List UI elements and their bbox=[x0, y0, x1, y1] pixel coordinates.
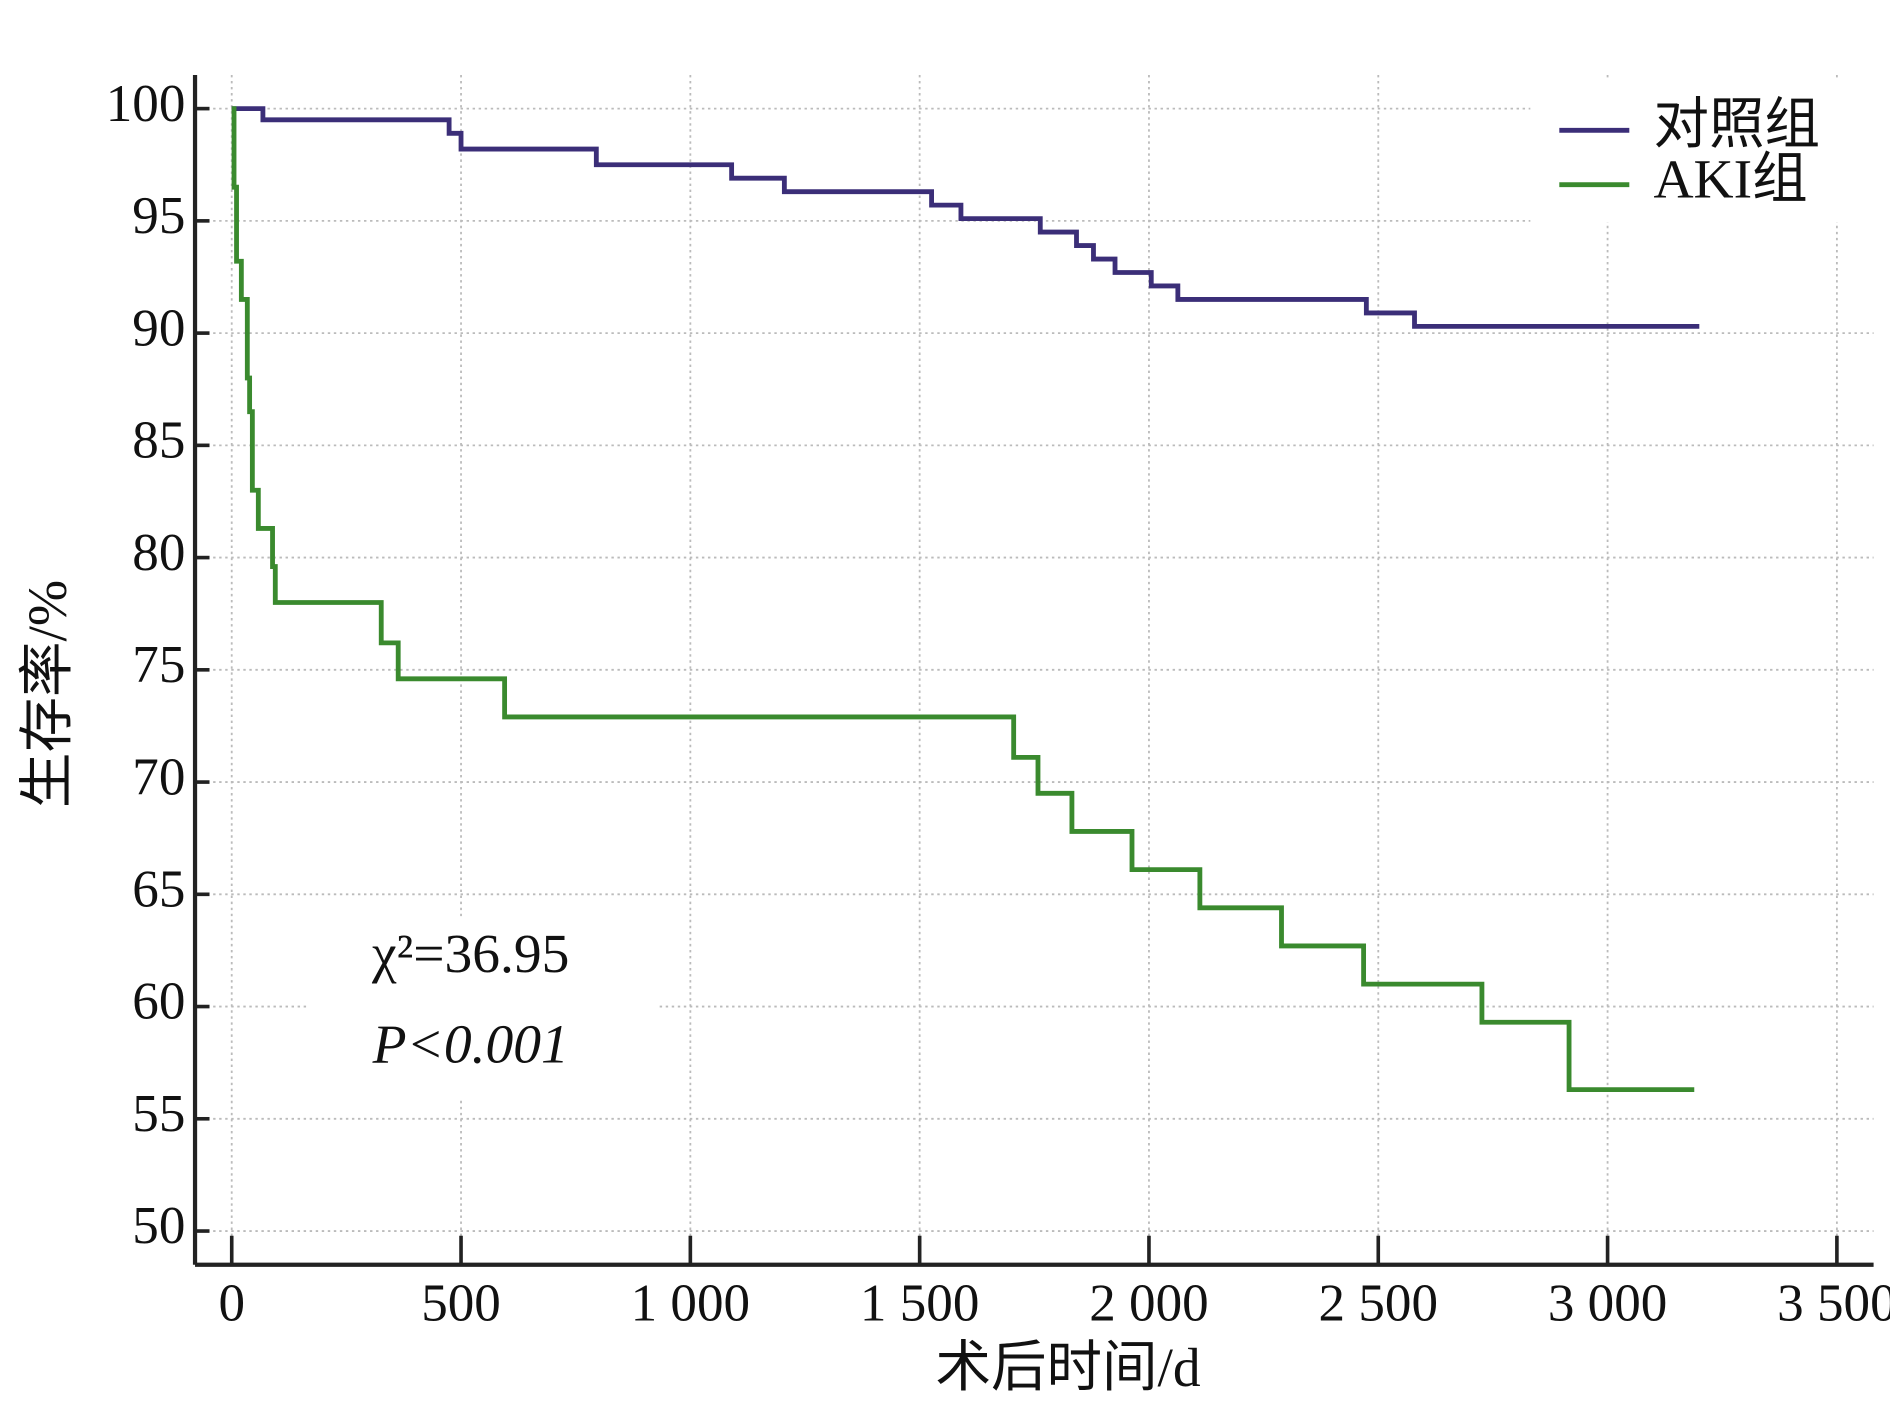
y-tick-label: 50 bbox=[132, 1197, 185, 1255]
y-tick-label: 95 bbox=[132, 187, 185, 245]
y-tick-label: 75 bbox=[132, 636, 185, 694]
x-tick-label: 1 500 bbox=[860, 1274, 979, 1332]
survival-line bbox=[231, 106, 1695, 1093]
annotation: P<0.001 bbox=[372, 1015, 569, 1076]
x-tick-label: 500 bbox=[421, 1274, 501, 1332]
legend-label: AKI组 bbox=[1653, 149, 1807, 210]
x-tick-label: 0 bbox=[218, 1274, 245, 1332]
y-tick-label: 100 bbox=[106, 75, 186, 133]
legend-label: 对照组 bbox=[1653, 95, 1820, 156]
x-tick-label: 3 000 bbox=[1548, 1274, 1667, 1332]
y-tick-label: 60 bbox=[132, 973, 185, 1031]
y-tick-label: 85 bbox=[132, 412, 185, 470]
x-axis-label: 术后时间/d bbox=[936, 1338, 1201, 1399]
legend-background bbox=[1530, 79, 1881, 223]
survival-line bbox=[231, 106, 1700, 329]
x-tick-label: 3 500 bbox=[1777, 1274, 1890, 1332]
x-tick-label: 1 000 bbox=[631, 1274, 750, 1332]
y-tick-label: 55 bbox=[132, 1085, 185, 1143]
grid bbox=[195, 74, 1874, 1265]
x-tick-label: 2 500 bbox=[1319, 1274, 1438, 1332]
y-tick-label: 90 bbox=[132, 299, 185, 357]
annotation-background bbox=[307, 917, 658, 1099]
annotation: χ²=36.95 bbox=[371, 924, 569, 985]
x-tick-label: 2 000 bbox=[1089, 1274, 1208, 1332]
y-tick-label: 70 bbox=[132, 748, 185, 806]
y-tick-label: 80 bbox=[132, 524, 185, 582]
y-tick-label: 65 bbox=[132, 860, 185, 918]
y-axis-label: 生存率/% bbox=[18, 580, 79, 808]
